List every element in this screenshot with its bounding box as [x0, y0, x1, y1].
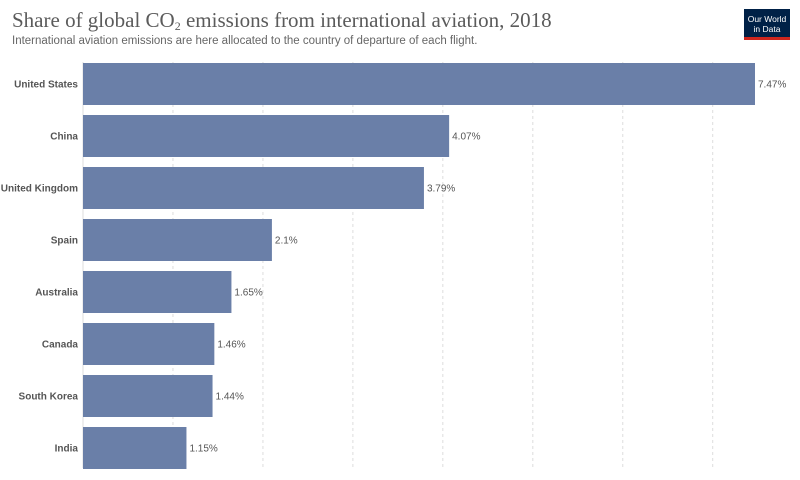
category-label: United Kingdom: [1, 184, 78, 195]
value-label: 1.46%: [217, 340, 245, 351]
category-label: India: [55, 444, 79, 455]
value-label: 2.1%: [275, 236, 298, 247]
value-label: 4.07%: [452, 132, 480, 143]
chart-title-subscript: 2: [174, 19, 181, 33]
bar: [83, 63, 755, 105]
bar: [83, 115, 450, 157]
chart-title: Share of global CO2 emissions from inter…: [12, 8, 552, 34]
category-label: South Korea: [19, 392, 79, 403]
category-label: Canada: [42, 340, 79, 351]
value-label: 1.15%: [189, 444, 217, 455]
value-label: 3.79%: [427, 184, 455, 195]
value-label: 7.47%: [758, 80, 786, 91]
value-label: 1.65%: [234, 288, 262, 299]
bar: [83, 375, 213, 417]
category-label: Spain: [51, 236, 78, 247]
bar: [83, 271, 232, 313]
chart-title-main: Share of global CO: [12, 8, 175, 32]
bar: [83, 427, 187, 469]
value-label: 1.44%: [216, 392, 244, 403]
category-label: United States: [14, 80, 78, 91]
owid-logo[interactable]: Our World in Data: [744, 9, 790, 40]
category-label: Australia: [35, 288, 78, 299]
bar: [83, 167, 424, 209]
chart-title-rest: emissions from international aviation, 2…: [180, 8, 552, 32]
chart-subtitle: International aviation emissions are her…: [12, 35, 478, 47]
category-label: China: [50, 132, 78, 143]
owid-logo-text: Our World in Data: [747, 14, 787, 34]
bar: [83, 219, 272, 261]
bar: [83, 323, 215, 365]
